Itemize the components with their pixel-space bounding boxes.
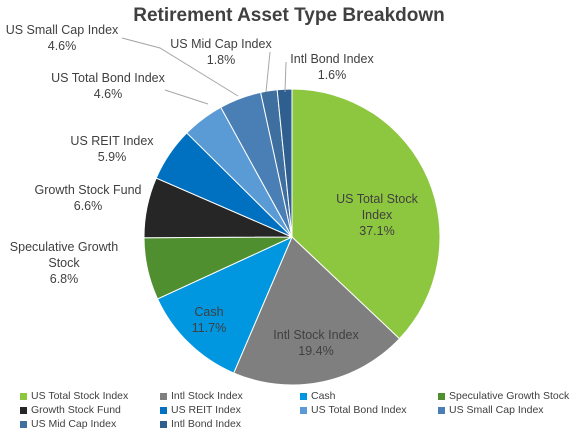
- legend-swatch: [20, 406, 27, 414]
- legend-swatch: [20, 392, 27, 400]
- legend-label: Speculative Growth Stock: [449, 390, 570, 402]
- legend-swatch: [300, 406, 307, 414]
- legend-swatch: [160, 406, 167, 414]
- legend-item: Speculative Growth Stock: [438, 390, 576, 402]
- pie-slice-us-total-stock-index: [291, 88, 441, 340]
- pie-slice-cash: [156, 236, 293, 374]
- leader-line: [164, 89, 209, 105]
- legend-label: Intl Stock Index: [171, 390, 243, 402]
- legend-item: US Mid Cap Index: [20, 418, 160, 430]
- legend-swatch: [160, 392, 167, 400]
- legend-label: Growth Stock Fund: [31, 404, 121, 416]
- legend-swatch: [160, 420, 167, 428]
- chart-title: Retirement Asset Type Breakdown: [133, 5, 445, 26]
- legend-item: Cash: [300, 390, 438, 402]
- slice-label: Growth Stock Fund 6.6%: [35, 183, 142, 213]
- leader-line: [284, 61, 287, 93]
- slice-label: Cash 11.7%: [192, 305, 227, 335]
- legend-label: US Total Bond Index: [311, 404, 407, 416]
- slice-label: Speculative Growth Stock 6.8%: [10, 240, 118, 286]
- slice-label: Intl Bond Index 1.6%: [290, 52, 374, 82]
- legend-swatch: [20, 420, 27, 428]
- legend-item: Intl Stock Index: [160, 390, 300, 402]
- slice-label: US Small Cap Index 4.6%: [6, 23, 119, 53]
- legend-label: US Total Stock Index: [31, 390, 129, 402]
- legend-swatch: [438, 406, 445, 414]
- slice-label: US Total Stock Index 37.1%: [336, 192, 419, 238]
- legend-item: Growth Stock Fund: [20, 404, 160, 416]
- slice-label: US Total Bond Index 4.6%: [51, 71, 165, 101]
- legend-item: US Total Bond Index: [300, 404, 438, 416]
- slice-label: US REIT Index 5.9%: [70, 134, 154, 164]
- leader-line: [121, 37, 239, 97]
- legend-item: US REIT Index: [160, 404, 300, 416]
- slice-label: Intl Stock Index 19.4%: [273, 328, 359, 358]
- legend-item: Intl Bond Index: [160, 418, 300, 430]
- legend-label: US Small Cap Index: [449, 404, 544, 416]
- pie-slice-intl-stock-index: [233, 236, 401, 386]
- legend-swatch: [300, 392, 307, 400]
- legend-label: US Mid Cap Index: [31, 418, 117, 430]
- legend-label: Intl Bond Index: [171, 418, 242, 430]
- legend-label: Cash: [311, 390, 336, 402]
- legend-item: US Small Cap Index: [438, 404, 576, 416]
- legend-swatch: [438, 392, 445, 400]
- legend-label: US REIT Index: [171, 404, 241, 416]
- chart-legend: US Total Stock Index Intl Stock Index Cash…: [20, 390, 576, 430]
- slice-label: US Mid Cap Index 1.8%: [170, 37, 272, 67]
- pie-slice-intl-bond-index: [276, 88, 293, 238]
- legend-item: US Total Stock Index: [20, 390, 160, 402]
- leader-line: [265, 51, 271, 93]
